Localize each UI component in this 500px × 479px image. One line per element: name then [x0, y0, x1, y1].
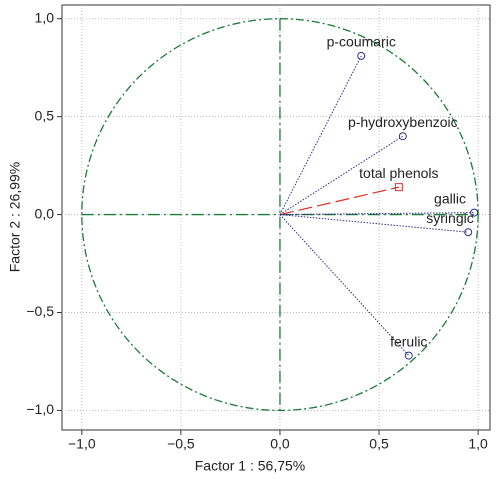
y-tick-label: −0,5 [26, 303, 54, 319]
point-label: p-coumaric [327, 34, 396, 50]
plot-frame [61, 4, 491, 431]
x-tick-label: 0,5 [369, 436, 389, 452]
x-tick-label: 0,0 [270, 436, 290, 452]
loading-vector [279, 214, 410, 356]
point-label: ferulic [390, 333, 427, 349]
y-axis-label: Factor 2 : 26,99% [7, 162, 23, 273]
point-label: total phenols [359, 165, 438, 181]
point [470, 208, 479, 217]
loading-vector [279, 55, 362, 215]
point-label: gallic [434, 190, 466, 206]
y-tick-label: 0,5 [35, 107, 55, 123]
y-tick-label: −1,0 [26, 401, 54, 417]
x-tick-label: −0,5 [167, 436, 195, 452]
point-label: p-hydroxybenzoic [348, 114, 458, 130]
y-tick-label: 0,0 [35, 205, 55, 221]
loading-vector [279, 212, 475, 216]
x-tick-label: 1,0 [468, 436, 488, 452]
loading-vector [279, 186, 399, 216]
point-label: syringic [426, 210, 473, 226]
loading-vector [279, 135, 404, 215]
y-tick-label: 1,0 [35, 9, 55, 25]
point [464, 228, 473, 237]
point [398, 132, 407, 141]
x-axis-label: Factor 1 : 56,75% [195, 458, 306, 474]
point [404, 351, 413, 360]
x-tick-label: −1,0 [68, 436, 96, 452]
point [357, 51, 366, 60]
point [394, 183, 403, 192]
